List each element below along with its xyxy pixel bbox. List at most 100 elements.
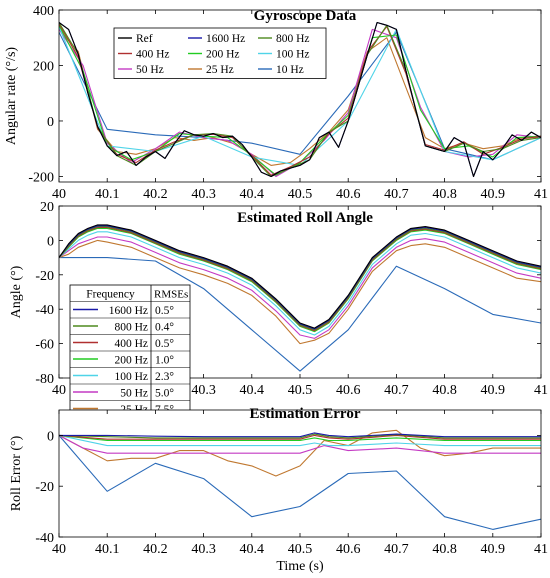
x-tick-label: 40.3 [191,383,216,398]
x-tick-label: 40 [52,542,66,557]
legend-entry: 800 Hz [276,33,310,45]
table-row-rmse: 0.5° [155,338,174,350]
x-tick-label: 40.2 [143,542,168,557]
x-tick-label: 41 [534,542,548,557]
y-axis-label: Roll Error (°) [9,435,24,511]
y-tick-label: -200 [28,170,54,185]
series-line-1600-hz [59,225,541,330]
x-tick-label: 40.4 [240,542,265,557]
y-tick-label: -40 [35,531,54,546]
table-row-frequency: 800 Hz [114,322,148,334]
x-tick-label: 40.9 [481,542,506,557]
y-tick-label: 200 [33,59,54,74]
series-line-400-hz [59,434,541,440]
legend-entry: 1600 Hz [206,33,245,45]
chart-panel-1: 40 40.1 40.2 40.3 40.4 40.5 40.6 40.7 40.8 40.9 41… [4,4,548,202]
x-tick-label: 40.2 [143,187,168,202]
x-tick-label: 40.1 [95,542,120,557]
table-row-frequency: 400 Hz [114,338,148,350]
x-tick-label: 40.6 [336,383,361,398]
series-line-50-hz [59,434,541,454]
table-header-rmse: RMSEs [154,289,188,301]
series-line-200-hz [59,25,541,176]
y-axis-label: Angular rate (°/s) [4,47,19,145]
x-tick-label: 40.1 [95,187,120,202]
series-line-ref [59,21,541,178]
series-group [59,224,541,372]
x-tick-label: 40.9 [481,383,506,398]
table-row-frequency: 100 Hz [114,371,148,383]
series-line-50-hz [59,236,541,339]
y-axis-label: Angle (°) [9,265,24,318]
table-row-rmse: 5.0° [155,388,174,400]
x-tick-label: 40.7 [384,542,409,557]
series-line-100-hz [59,434,541,447]
x-tick-label: 40.5 [288,383,313,398]
series-line-10-hz [59,257,541,372]
y-tick-label: 20 [40,200,54,215]
table-row-frequency: 200 Hz [114,355,148,367]
series-line-100-hz [59,231,541,336]
x-tick-label: 40.3 [191,187,216,202]
legend: Ref 1600 Hz 800 Hz 400 Hz 200 Hz 100 Hz 50 Hz 2… [113,27,327,79]
rmse-table: Frequency RMSEs 1600 Hz 0.5° 800 Hz 0.4° 400 H… [69,284,233,434]
y-tick-label: 0 [47,115,54,130]
series-line-400-hz [59,23,541,176]
x-tick-label: 41 [534,383,548,398]
series-group [59,21,541,178]
table-row-frequency: 1600 Hz [109,305,148,317]
y-tick-label: 400 [33,4,54,19]
legend-entry: 400 Hz [136,49,170,61]
y-tick-label: 0 [47,234,54,249]
series-line-1600-hz [59,432,541,438]
legend-entry: 10 Hz [276,64,304,76]
series-line-ref [59,224,541,329]
x-tick-label: 41 [534,187,548,202]
x-tick-label: 40.4 [240,383,265,398]
x-tick-label: 40.6 [336,187,361,202]
legend-box [113,27,327,79]
chart-title: Gyroscope Data [254,8,357,24]
x-tick-label: 40.3 [191,542,216,557]
x-tick-label: 40.7 [384,383,409,398]
legend-entry: Ref [136,33,153,45]
x-tick-label: 40.9 [481,187,506,202]
x-tick-label: 40.8 [432,542,457,557]
x-tick-label: 40.8 [432,383,457,398]
x-tick-label: 40.8 [432,187,457,202]
series-line-10-hz [59,435,541,530]
series-line-200-hz [59,227,541,333]
series-line-10-hz [59,31,541,161]
legend-entry: 25 Hz [206,64,234,76]
chart-panel-2: 4040.140.240.340.440.540.640.740.840.941… [9,200,548,434]
y-tick-label: -40 [35,303,54,318]
chart-title: Estimation Error [250,406,361,422]
chart-title: Estimated Roll Angle [237,210,373,226]
table-row-rmse: 0.5° [155,305,174,317]
series-line-800-hz [59,226,541,331]
x-tick-label: 40.5 [288,542,313,557]
legend-entry: 50 Hz [136,64,164,76]
x-tick-label: 40 [52,187,66,202]
x-tick-label: 40 [52,383,66,398]
chart-panel-3: 40 40.1 40.2 40.3 40.4 40.5 40.6 40.7 40.8 40.9 41… [9,406,548,574]
table-row-rmse: 2.3° [155,371,174,383]
table-row-frequency: 50 Hz [120,388,148,400]
series-line-25-hz [59,239,541,345]
table-row-rmse: 1.0° [155,355,174,367]
series-group [59,429,541,530]
table-row-rmse: 0.4° [155,322,174,334]
series-line-200-hz [59,434,541,442]
y-tick-label: -20 [35,269,54,284]
y-tick-label: -20 [35,480,54,495]
x-tick-label: 40.4 [240,187,265,202]
series-line-800-hz [59,433,541,439]
y-tick-label: 0 [47,429,54,444]
x-tick-label: 40.7 [384,187,409,202]
x-tick-label: 40.6 [336,542,361,557]
series-line-400-hz [59,226,541,332]
table-header-frequency: Frequency [86,289,135,301]
y-tick-label: -60 [35,338,54,353]
legend-entry: 200 Hz [206,49,240,61]
